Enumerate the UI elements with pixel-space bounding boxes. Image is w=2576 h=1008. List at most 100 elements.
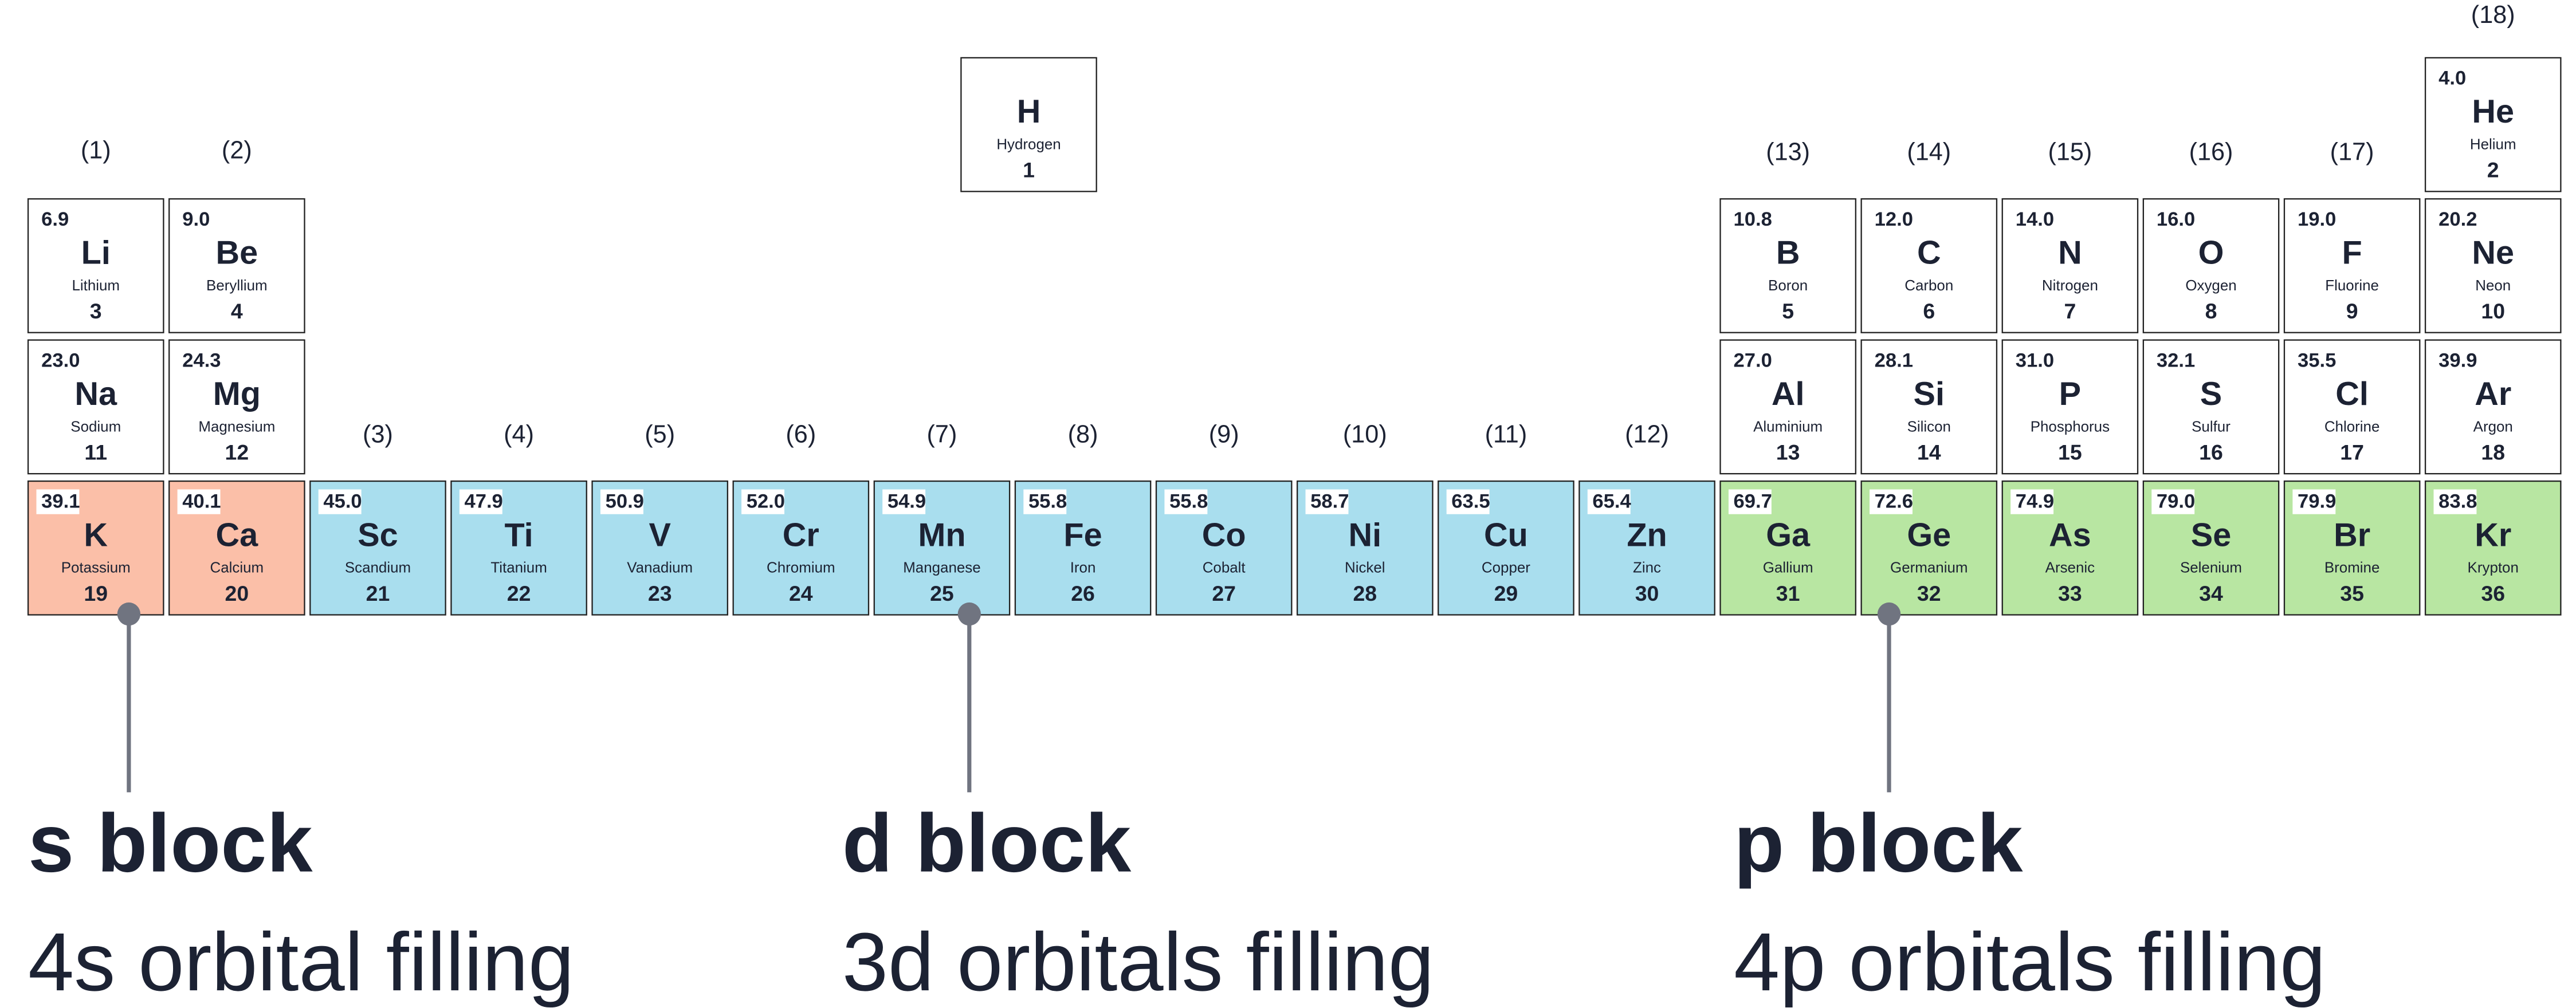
element-symbol: K: [84, 517, 108, 553]
mass-bg: [1728, 489, 1772, 514]
group-label: (16): [2189, 138, 2233, 166]
atomic-number: 18: [2481, 440, 2505, 464]
group-label: (6): [786, 420, 816, 448]
element-cell: 55.8 Fe Iron 26: [1014, 480, 1152, 616]
mass-bg: [1446, 489, 1490, 514]
element-cell: 39.9 Ar Argon 18: [2424, 339, 2562, 475]
group-label: (14): [1907, 138, 1951, 166]
atomic-mass: 50.9: [606, 491, 644, 513]
atomic-number: 11: [84, 440, 107, 464]
mass-bg: [2433, 489, 2477, 514]
element-symbol: Li: [81, 234, 111, 271]
atomic-number: 27: [1212, 581, 1236, 605]
element-symbol: Fe: [1063, 517, 1102, 553]
atomic-number: 10: [2481, 299, 2505, 323]
element-symbol: Mn: [918, 517, 965, 553]
element-cell: 9.0 Be Beryllium 4: [168, 198, 305, 333]
element-name: Selenium: [2180, 560, 2242, 576]
pin-dot: [1877, 602, 1901, 626]
element-symbol: Kr: [2475, 517, 2511, 553]
element-symbol: Be: [216, 234, 258, 271]
group-label: (5): [645, 420, 675, 448]
atomic-mass: 47.9: [464, 491, 502, 513]
cell-box: [27, 339, 164, 475]
element-name: Helium: [2470, 136, 2516, 152]
element-symbol: Si: [1914, 376, 1945, 412]
element-symbol: Br: [2334, 517, 2370, 553]
atomic-number: 32: [1917, 581, 1941, 605]
element-symbol: N: [2058, 234, 2082, 271]
atomic-number: 28: [1353, 581, 1377, 605]
group-label: (1): [81, 137, 111, 164]
element-name: Nickel: [1345, 560, 1385, 576]
element-name: Krypton: [2468, 560, 2519, 576]
element-symbol: Ga: [1766, 517, 1811, 553]
element-name: Magnesium: [198, 419, 275, 435]
atomic-number: 33: [2058, 581, 2082, 605]
atomic-mass: 63.5: [1451, 491, 1490, 513]
atomic-number: 15: [2058, 440, 2082, 464]
element-cell: 16.0O Oxygen 8: [2142, 198, 2280, 333]
atomic-number: 34: [2199, 581, 2223, 605]
element-name: Vanadium: [627, 560, 693, 576]
element-name: Sodium: [70, 419, 121, 435]
atomic-mass: 16.0: [2157, 208, 2195, 230]
element-symbol: O: [2198, 234, 2224, 271]
atomic-number: 23: [648, 581, 672, 605]
element-name: Gallium: [1763, 560, 1813, 576]
atomic-number: 4: [231, 299, 243, 323]
element-symbol: Sc: [358, 517, 398, 553]
element-cell: 55.8 Co Cobalt 27: [1155, 480, 1293, 616]
element-cell: 27.0Al Aluminium 13: [1719, 339, 1856, 475]
cell-box: [1719, 339, 1856, 475]
block-subtitle: 4p orbitals filling: [1734, 916, 2326, 1008]
group-label: (8): [1068, 420, 1098, 448]
element-symbol: Al: [1772, 376, 1805, 412]
cell-box: [2424, 198, 2562, 333]
element-name: Copper: [1482, 560, 1530, 576]
element-symbol: P: [2059, 376, 2081, 412]
element-name: Cobalt: [1203, 560, 1246, 576]
atomic-mass: 27.0: [1734, 349, 1772, 371]
element-name: Argon: [2473, 419, 2513, 435]
cell-box: [2001, 339, 2139, 475]
element-name: Manganese: [903, 560, 980, 576]
cell-box: [2283, 339, 2421, 475]
element-name: Neon: [2475, 278, 2511, 294]
element-symbol: V: [649, 517, 671, 553]
atomic-mass: 45.0: [323, 491, 362, 513]
element-symbol: Zn: [1627, 517, 1667, 553]
element-symbol: B: [1776, 234, 1800, 271]
element-cell: 79.9 Br Bromine 35: [2283, 480, 2421, 616]
element-cell: 24.3 Mg Magnesium 12: [168, 339, 305, 475]
block-title: d block: [842, 797, 1132, 889]
cell-box: [168, 339, 305, 475]
atomic-number: 7: [2064, 299, 2076, 323]
element-name: Arsenic: [2045, 560, 2095, 576]
mass-bg: [2292, 489, 2336, 514]
atomic-number: 24: [789, 581, 813, 605]
element-name: Chromium: [767, 560, 835, 576]
element-name: Beryllium: [206, 278, 268, 294]
cell-box: [1860, 198, 1998, 333]
element-cell: 6.9 Li Lithium 3: [27, 198, 164, 333]
element-cell: 19.0 F Fluorine 9: [2283, 198, 2421, 333]
mass-bg: [459, 489, 502, 514]
atomic-mass: 23.0: [41, 349, 80, 371]
group-label: (4): [504, 420, 534, 448]
element-symbol: Ne: [2472, 234, 2514, 271]
atomic-mass: 9.0: [182, 208, 210, 230]
element-cell: 65.4 Zn Zinc 30: [1578, 480, 1715, 616]
mass-bg: [882, 489, 926, 514]
mass-bg: [1305, 489, 1349, 514]
atomic-number: 30: [1635, 581, 1659, 605]
mass-bg: [318, 489, 362, 514]
atomic-number: 22: [507, 581, 531, 605]
atomic-mass: 72.6: [1875, 491, 1913, 513]
cell-box: [2142, 339, 2280, 475]
element-symbol: Ti: [505, 517, 533, 553]
cell-box: [2424, 339, 2562, 475]
cell-box: [2142, 198, 2280, 333]
element-cell: 72.6 Ge Germanium 32: [1860, 480, 1998, 616]
group-label: (18): [2471, 1, 2515, 29]
